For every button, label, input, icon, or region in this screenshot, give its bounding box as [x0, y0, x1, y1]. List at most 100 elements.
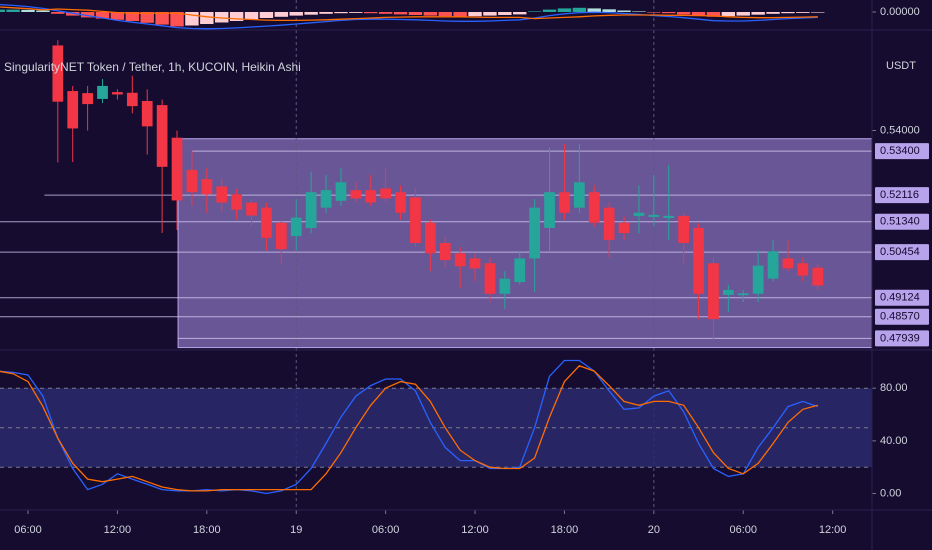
level-label-box — [875, 143, 929, 160]
histogram-bar — [289, 12, 303, 16]
histogram-bar — [51, 12, 65, 14]
histogram-bar — [0, 9, 5, 12]
histogram-bar — [662, 12, 676, 14]
x-tick-label: 12:00 — [104, 524, 132, 536]
candle-body — [529, 207, 541, 259]
level-label: 0.48570 — [880, 311, 920, 323]
backdrop-layer — [0, 0, 873, 510]
histogram-bar — [736, 12, 750, 16]
candle-body — [722, 289, 734, 295]
histogram-bar — [587, 8, 601, 12]
histogram-bar — [6, 9, 20, 12]
level-label: 0.53400 — [880, 145, 920, 157]
histogram-bar — [617, 10, 631, 12]
candle-body — [812, 267, 824, 286]
candle-body — [126, 92, 138, 107]
histogram-bar — [602, 9, 616, 12]
histogram-bar — [125, 12, 140, 21]
histogram-bar — [706, 12, 721, 17]
x-tick-label: 19 — [290, 524, 302, 536]
level-label-box — [875, 289, 929, 306]
indicator-line — [0, 3, 818, 30]
candle-body — [231, 194, 242, 210]
histogram-bar — [304, 12, 318, 15]
histogram-bar — [21, 9, 35, 12]
histogram-bar — [676, 12, 691, 15]
candle-body — [365, 190, 377, 203]
level-label-box — [875, 330, 929, 347]
histogram-bar — [378, 12, 393, 14]
histogram-bar — [513, 12, 527, 15]
unit-label: USDT — [886, 60, 916, 72]
histogram-bar — [647, 12, 661, 13]
x-tick-label: 20 — [648, 524, 660, 536]
candle-body — [737, 293, 749, 296]
histogram-bar — [796, 12, 810, 13]
histogram-bar — [766, 12, 780, 14]
level-label-box — [875, 213, 929, 230]
histogram-bar — [557, 8, 572, 12]
y-tick-label: 0.00 — [880, 487, 901, 499]
histogram-bar — [95, 12, 110, 19]
histogram-bar — [36, 10, 50, 12]
candle-body — [320, 190, 332, 208]
candle-body — [52, 45, 64, 102]
histogram-bar — [542, 9, 557, 12]
candle-body — [335, 182, 347, 201]
candle-body — [693, 227, 704, 294]
candle-body — [603, 207, 615, 240]
candle-body — [67, 91, 79, 129]
x-tick-label: 12:00 — [819, 524, 847, 536]
histogram-bar — [229, 12, 244, 21]
candle-body — [439, 242, 451, 261]
candle-body — [678, 215, 690, 243]
level-label: 0.49124 — [880, 292, 920, 304]
chart-title: SingularityNET Token / Tether, 1h, KUCOI… — [4, 60, 301, 74]
candle-body — [410, 197, 421, 243]
histogram-bar — [170, 12, 184, 27]
candle-body — [633, 212, 645, 216]
candle-body — [514, 258, 526, 283]
zone-rectangle — [177, 138, 873, 349]
y-tick-label: 80.00 — [880, 382, 908, 394]
candle-body — [380, 188, 391, 199]
candle-body — [246, 202, 257, 216]
histogram-bar — [423, 12, 438, 16]
candle-body — [201, 179, 213, 195]
candle-body — [82, 93, 93, 105]
level-label-box — [875, 187, 929, 204]
histogram-bar — [498, 12, 512, 15]
x-tick-label: 06:00 — [729, 524, 757, 536]
histogram-bar — [632, 11, 646, 12]
candle-body — [588, 192, 600, 223]
histogram-bar — [453, 12, 467, 17]
candle-body — [112, 92, 123, 95]
y-tick-label: 0.54000 — [880, 124, 920, 136]
candle-body — [618, 222, 630, 234]
level-label-box — [875, 244, 929, 261]
candle-body — [97, 85, 108, 99]
candle-body — [499, 278, 511, 294]
candle-body — [305, 192, 317, 228]
candle-body — [663, 215, 675, 218]
x-tick-label: 18:00 — [193, 524, 221, 536]
histogram-bar — [691, 12, 706, 16]
level-label-box — [875, 308, 929, 325]
histogram-bar — [721, 12, 736, 17]
histogram-bar — [244, 12, 259, 20]
candle-body — [559, 192, 570, 213]
indicator-line — [0, 6, 818, 22]
indicator-line — [0, 359, 819, 495]
marks-layer — [0, 3, 825, 495]
x-tick-label: 06:00 — [372, 524, 400, 536]
candle-body — [350, 190, 362, 199]
histogram-bar — [274, 12, 289, 17]
candle-body — [261, 207, 272, 238]
x-tick-label: 06:00 — [14, 524, 42, 536]
histogram-bar — [215, 12, 229, 23]
candle-body — [424, 222, 436, 254]
candle-body — [544, 192, 555, 228]
histogram-bar — [259, 12, 274, 18]
histogram-bar — [483, 12, 497, 16]
histogram-bar — [364, 12, 378, 14]
